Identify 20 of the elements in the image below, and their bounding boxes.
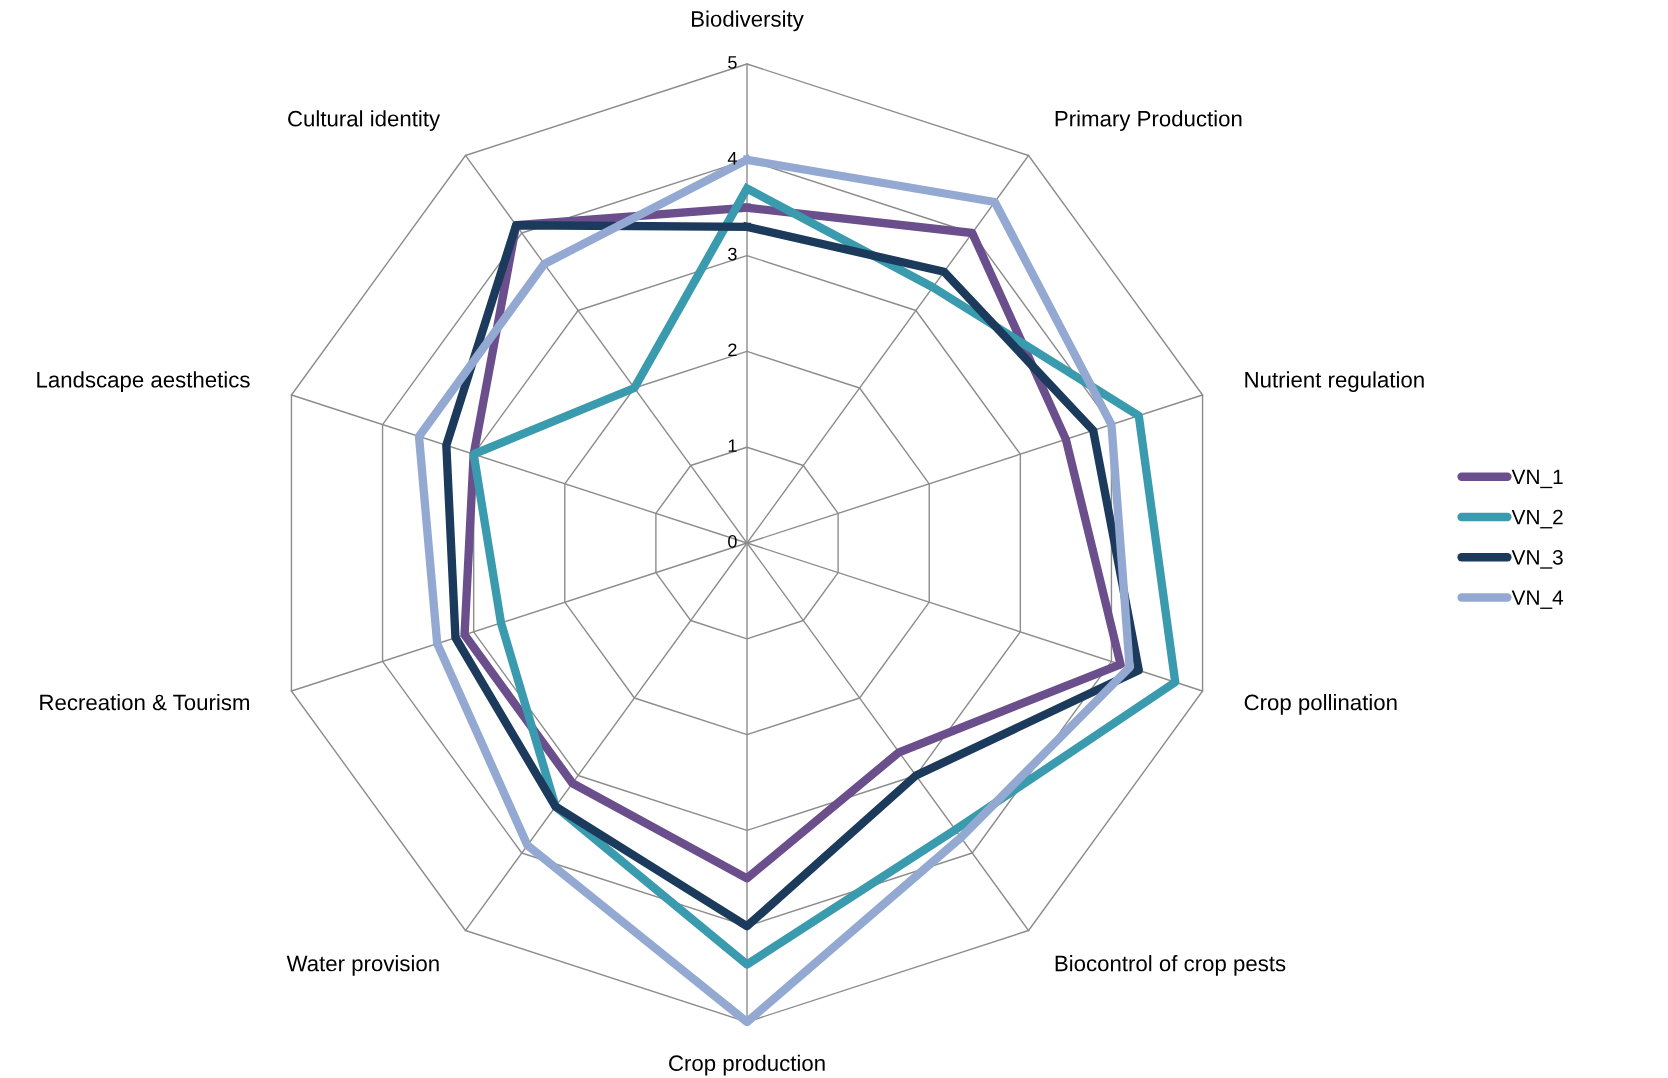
legend-label: VN_2 (1511, 509, 1563, 529)
legend-label: VN_1 (1511, 469, 1563, 489)
y-tick-label: 4 (727, 152, 737, 165)
spoke-label: Crop pollination (1244, 693, 1397, 715)
y-tick-label: 0 (728, 535, 737, 548)
spoke-label: Landscape aesthetics (37, 371, 250, 393)
spoke-label: Biocontrol of crop pests (1055, 955, 1286, 976)
y-tick-label: 2 (728, 343, 737, 357)
y-tick-label: 1 (728, 439, 737, 452)
spoke-label: Cultural identity (288, 110, 441, 131)
spoke-label: Primary Production (1055, 110, 1242, 131)
spoke-label: Crop production (669, 1054, 825, 1076)
spoke-label: Biodiversity (692, 10, 804, 32)
spoke-label: Water provision (286, 955, 439, 976)
spoke-label: Recreation & Tourism (40, 693, 249, 711)
y-tick-label: 5 (728, 56, 737, 69)
spoke-label: Nutrient regulation (1245, 371, 1424, 393)
legend-label: VN_4 (1511, 590, 1564, 609)
y-tick-label: 3 (728, 247, 737, 261)
legend-label: VN_3 (1511, 549, 1563, 569)
